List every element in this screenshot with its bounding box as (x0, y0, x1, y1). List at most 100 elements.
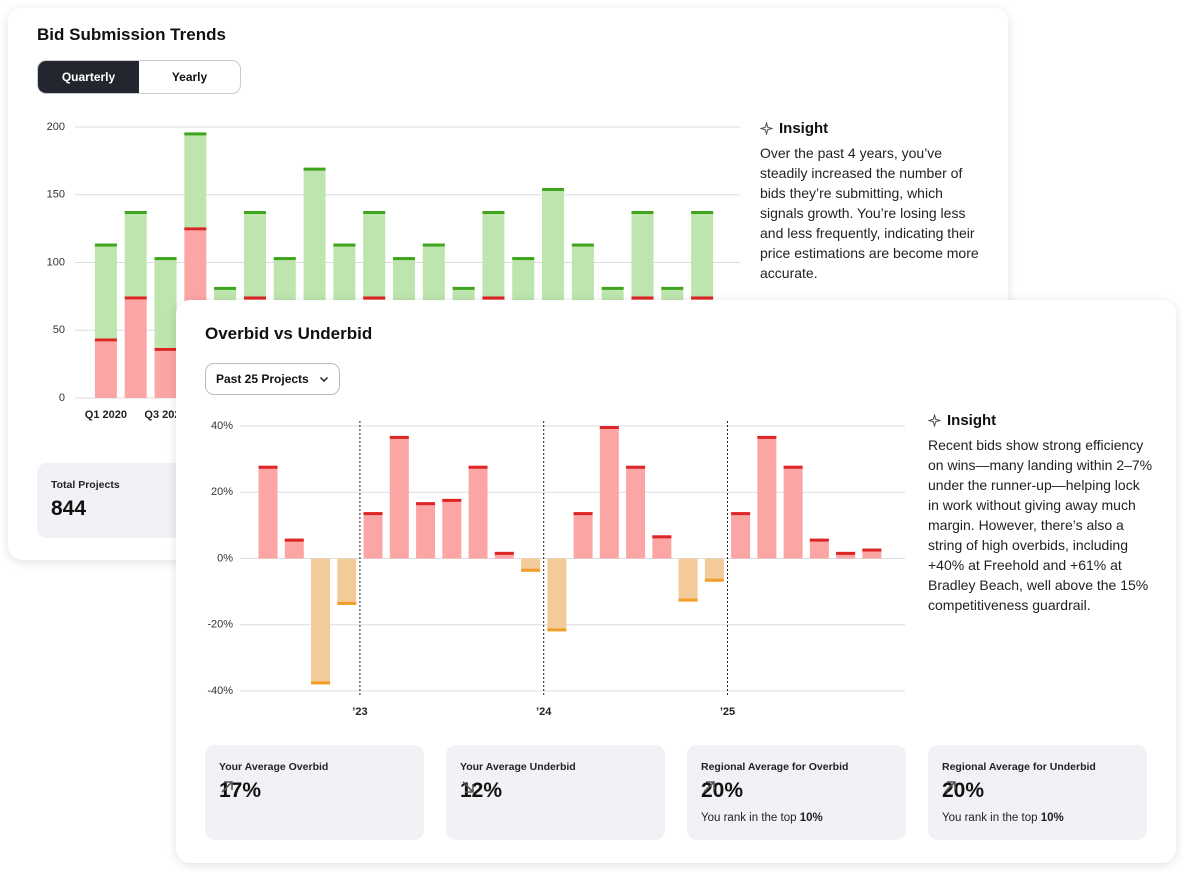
sparkle-icon (760, 122, 773, 135)
bar (757, 435, 777, 559)
y-tick-label: 20% (211, 486, 233, 498)
x-tick-label: ’24 (536, 706, 552, 718)
bar (599, 426, 619, 559)
bar-cap (468, 465, 488, 469)
bar (154, 347, 177, 398)
bar-cap (573, 512, 593, 516)
stat-value: 20% (942, 779, 984, 803)
bar-cap (393, 257, 415, 261)
bar-cap (626, 465, 646, 469)
bar (363, 211, 386, 297)
insight: Insight Recent bids show strong efficien… (928, 412, 1154, 615)
overbid-card: -40% -20% 0% 20% 40% ’23 ’24 ’25 Overbid vs Und… (176, 300, 1176, 863)
y-tick-label: 0% (217, 552, 233, 564)
bar (389, 435, 409, 559)
project-filter[interactable]: Past 25 Projects (205, 363, 340, 395)
bar-cap (704, 578, 724, 582)
overbid-chart: -40% -20% 0% 20% 40% ’23 ’24 ’25 (207, 420, 905, 718)
bar-cap (652, 535, 672, 539)
bar-cap (154, 347, 177, 351)
stat-note: You rank in the top 10% (942, 812, 1064, 824)
bar-cap (94, 243, 117, 247)
bar-cap (311, 681, 331, 685)
bar (154, 257, 177, 348)
bar (311, 558, 331, 685)
x-tick-label: ’23 (352, 706, 367, 718)
bar-cap (363, 512, 383, 516)
bar-cap (836, 551, 856, 555)
bar-cap (547, 628, 567, 632)
bar (704, 558, 724, 582)
stat-card: Regional Average for Underbid 20% You ra… (928, 745, 1147, 840)
stat-label: Your Average Overbid (219, 761, 329, 773)
bar (573, 512, 593, 559)
stat-label: Regional Average for Overbid (701, 761, 849, 773)
bar-cap (731, 512, 751, 516)
bar (731, 512, 751, 559)
bar (521, 558, 541, 572)
bar (678, 558, 698, 602)
bar (363, 512, 383, 559)
bar-cap (452, 286, 475, 290)
bar (124, 296, 147, 398)
insight-header: Insight (760, 120, 980, 137)
y-tick-label: 0 (59, 392, 65, 404)
bar (626, 465, 646, 559)
arrow-down-icon (462, 781, 474, 793)
bar-cap (389, 435, 409, 439)
bar-cap (442, 498, 462, 502)
bar (94, 243, 117, 339)
bar-cap (124, 211, 147, 215)
chevron-icon (319, 376, 328, 383)
bar-cap (691, 211, 714, 215)
arrow-up-icon (221, 781, 233, 793)
bar (547, 558, 567, 632)
bar-cap (273, 257, 296, 261)
stat-label: Total Projects (51, 479, 120, 491)
stat-label: Your Average Underbid (460, 761, 576, 773)
bar-cap (243, 296, 266, 300)
bar-cap (599, 426, 619, 429)
bar-cap (363, 296, 386, 300)
bar-cap (661, 286, 684, 290)
bar (836, 551, 856, 559)
y-tick-label: -20% (207, 619, 233, 631)
bar-cap (783, 465, 803, 469)
bar-cap (416, 502, 436, 506)
stat-label: Regional Average for Underbid (942, 761, 1096, 773)
bar-cap (482, 296, 505, 300)
bar-cap (862, 548, 882, 552)
bar (652, 535, 672, 559)
bar-cap (363, 211, 386, 215)
arrow-up-icon (944, 781, 956, 793)
bar (184, 132, 207, 228)
card-title: Overbid vs Underbid (205, 324, 373, 343)
bar-cap (809, 538, 829, 542)
insight-title: Insight (947, 412, 997, 429)
y-tick-label: 150 (47, 189, 65, 201)
bar-cap (422, 243, 445, 247)
bar-cap (631, 296, 654, 300)
bar-cap (757, 435, 777, 439)
bar-cap (243, 211, 266, 215)
bar-cap (571, 243, 594, 247)
bar (809, 538, 829, 559)
bar (124, 211, 147, 297)
toggle-option[interactable]: Quarterly (38, 61, 139, 93)
arrow-up-icon (703, 781, 715, 793)
note-text: You rank in the top (942, 812, 1038, 824)
bar (284, 538, 304, 559)
insight-title: Insight (779, 120, 829, 137)
toggle-option[interactable]: Yearly (171, 70, 208, 84)
insight-header: Insight (928, 412, 1154, 429)
bar (482, 211, 505, 297)
period-toggle: Quarterly Yearly (37, 60, 241, 94)
bar (258, 465, 278, 559)
bar-cap (154, 257, 177, 261)
x-tick-label: Q1 2020 (85, 409, 127, 421)
bar-cap (512, 257, 535, 261)
stat-card: Regional Average for Overbid 20% You ran… (687, 745, 906, 840)
bar-cap (337, 601, 357, 605)
note-emphasis: 10% (1040, 812, 1064, 824)
